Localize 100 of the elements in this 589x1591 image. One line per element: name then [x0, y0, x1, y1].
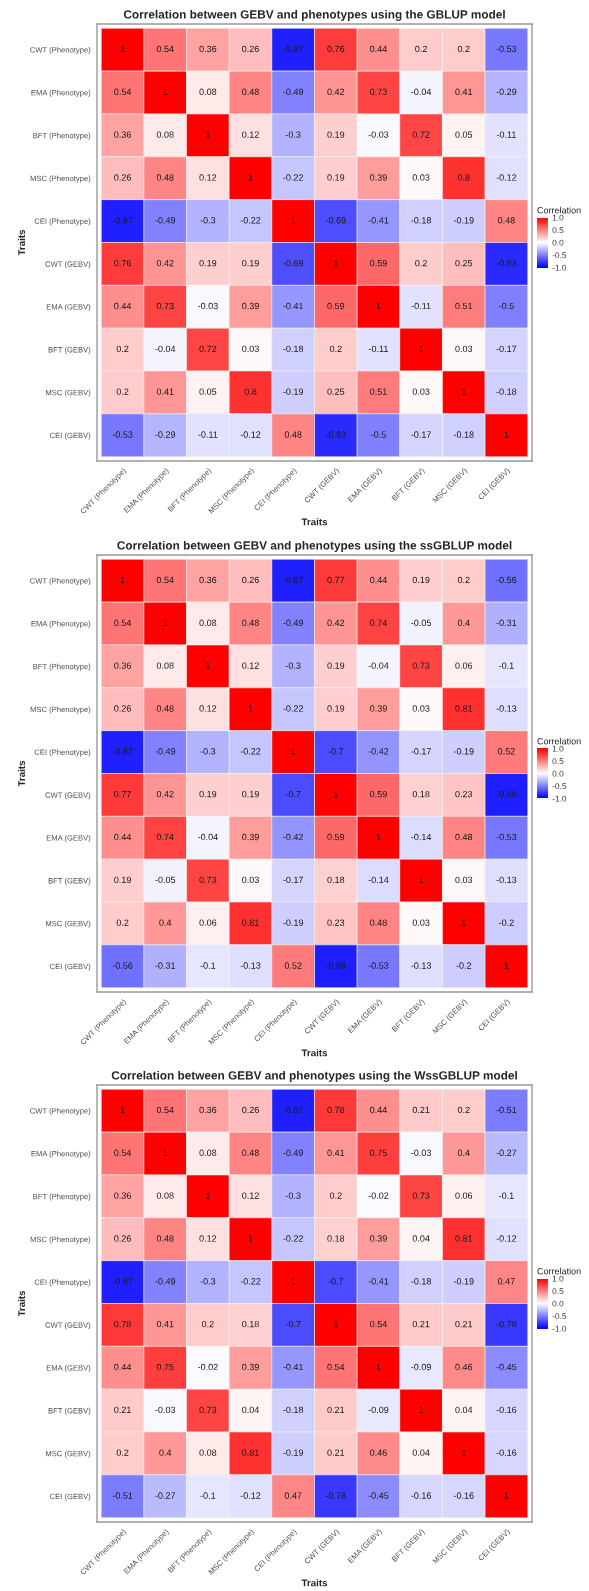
- data-label: 0.19: [412, 576, 430, 584]
- data-label: 0.77: [114, 790, 131, 798]
- data-label: -0.18: [411, 217, 432, 224]
- data-label: 0.12: [242, 1192, 259, 1199]
- data-label: 0.21: [455, 1320, 473, 1328]
- data-label: 0.04: [242, 1406, 260, 1414]
- data-label: 0.4: [457, 619, 470, 626]
- data-label: -0.22: [283, 174, 304, 181]
- data-label: 0.59: [370, 259, 387, 267]
- data-label: -0.04: [368, 662, 389, 669]
- data-label: -0.41: [283, 302, 304, 310]
- data-label: 0.03: [412, 705, 430, 712]
- data-label: 1: [419, 876, 424, 883]
- data-label: -0.27: [496, 1149, 517, 1156]
- data-label: -0.3: [285, 662, 301, 669]
- data-label: 0.48: [284, 431, 302, 438]
- data-label: 0.36: [199, 45, 217, 53]
- data-label: 0.39: [242, 1363, 259, 1371]
- data-label: -0.22: [240, 217, 261, 224]
- data-label: 0.47: [284, 1492, 302, 1499]
- data-label: -0.7: [285, 1320, 301, 1328]
- data-label: 1: [376, 302, 381, 310]
- data-label: -0.19: [453, 748, 474, 755]
- data-label: 0.54: [327, 1363, 345, 1371]
- data-label: 0.04: [412, 1235, 430, 1242]
- data-label: 0.06: [455, 1192, 473, 1199]
- data-label: 0.54: [156, 45, 174, 53]
- data-label: 0.48: [156, 1235, 174, 1242]
- data-label: 0.42: [327, 88, 345, 95]
- data-label: 0.47: [497, 1278, 515, 1285]
- data-label: -0.13: [411, 962, 432, 969]
- data-label: -0.5: [371, 431, 386, 438]
- data-label: -0.12: [496, 1235, 517, 1242]
- data-label: 0.18: [327, 876, 345, 884]
- data-label: 0.08: [156, 1192, 174, 1199]
- chart-title: Correlation between GEBV and phenotypes using the ssGBLUP model: [117, 540, 512, 552]
- data-label: -0.04: [198, 833, 218, 841]
- data-label: 1: [120, 45, 125, 53]
- data-label: -0.7: [328, 748, 344, 755]
- color-bar-title: Correlation: [537, 206, 581, 214]
- data-label: -0.87: [112, 1278, 133, 1285]
- data-label: 0.2: [201, 1320, 214, 1328]
- x-axis-title: Traits: [301, 1049, 328, 1057]
- data-label: 0.04: [412, 1449, 430, 1456]
- data-label: -0.53: [496, 45, 517, 53]
- data-label: 0.06: [455, 662, 473, 669]
- data-label: 0.39: [370, 174, 387, 181]
- color-bar-label: 0.5: [552, 758, 564, 765]
- data-label: -0.49: [155, 217, 176, 224]
- data-label: -0.42: [368, 748, 389, 755]
- data-label: -0.13: [496, 876, 517, 884]
- y-axis-title: Traits: [17, 229, 26, 256]
- color-bar-label: -1.0: [552, 1325, 567, 1332]
- data-label: 0.08: [199, 1449, 217, 1456]
- data-label: -0.41: [368, 1278, 389, 1285]
- data-label: 0.41: [156, 1320, 174, 1328]
- data-label: -0.22: [283, 1235, 304, 1242]
- data-label: -0.53: [368, 962, 389, 969]
- data-label: 1: [419, 345, 424, 352]
- data-label: 0.74: [370, 619, 387, 626]
- data-label: 0.44: [114, 1363, 132, 1371]
- data-label: -0.09: [368, 1406, 389, 1414]
- data-label: -0.03: [411, 1149, 432, 1156]
- data-label: -0.51: [496, 1106, 517, 1114]
- y-axis-title: Traits: [17, 1290, 26, 1317]
- data-label: -0.22: [283, 705, 304, 712]
- data-label: 0.08: [199, 88, 217, 95]
- data-label: -0.16: [496, 1449, 517, 1456]
- data-label: -0.29: [496, 88, 517, 95]
- data-label: 1: [206, 662, 210, 669]
- data-label: -0.03: [198, 302, 218, 310]
- chart-title: Correlation between GEBV and phenotypes using the WssGBLUP model: [111, 1070, 517, 1082]
- data-label: 0.12: [199, 1235, 217, 1242]
- data-label: 0.72: [412, 131, 430, 138]
- data-label: 0.46: [370, 1449, 387, 1456]
- data-label: -0.27: [155, 1492, 176, 1499]
- data-label: -0.16: [496, 1406, 517, 1414]
- data-label: -0.1: [200, 1492, 216, 1499]
- data-label: 1: [334, 791, 338, 798]
- data-label: -0.53: [496, 833, 517, 841]
- data-label: -0.03: [368, 131, 389, 138]
- data-label: 0.19: [242, 790, 259, 798]
- data-label: -0.45: [368, 1492, 389, 1499]
- data-label: 0.19: [114, 876, 131, 884]
- data-label: -0.56: [496, 576, 517, 584]
- data-label: 0.42: [327, 619, 345, 626]
- data-label: 0.59: [370, 790, 387, 798]
- data-label: 0.2: [457, 576, 470, 584]
- data-label: 1: [461, 1449, 466, 1456]
- data-label: -0.19: [283, 388, 304, 395]
- chart-title: Correlation between GEBV and phenotypes using the GBLUP model: [123, 9, 505, 21]
- data-label: 1: [334, 260, 338, 267]
- data-label: -0.87: [283, 576, 304, 584]
- color-bar-label: 1.0: [552, 1275, 564, 1282]
- data-label: 1: [504, 962, 509, 969]
- data-label: 0.36: [199, 576, 217, 584]
- data-label: 0.39: [242, 833, 259, 841]
- color-bar-label: -1.0: [552, 795, 567, 802]
- data-label: 0.2: [415, 45, 427, 53]
- data-label: 0.81: [242, 1449, 259, 1456]
